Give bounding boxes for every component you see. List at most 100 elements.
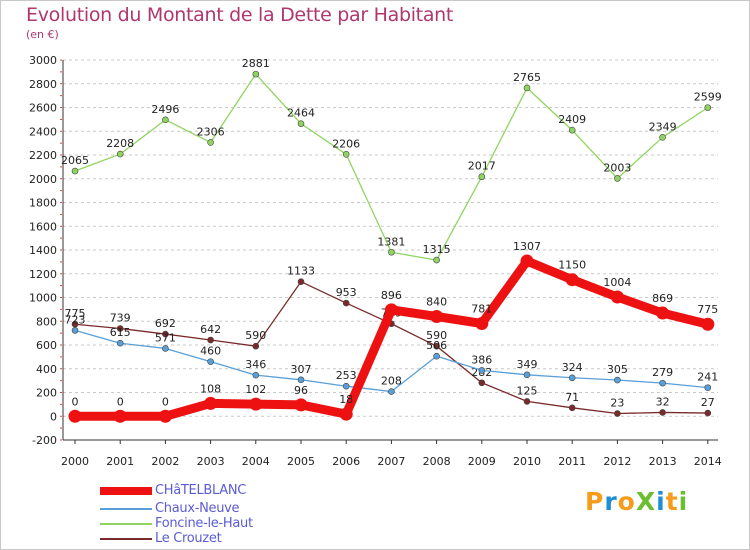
- data-point-chaux-neuve: [71, 327, 79, 334]
- x-tick-label: 2011: [558, 455, 586, 468]
- y-tick-label: 1400: [29, 244, 57, 257]
- data-label-le-crouzet: 642: [200, 323, 221, 336]
- data-label-chaux-neuve: 506: [426, 339, 447, 352]
- y-tick-label: 2200: [29, 149, 57, 162]
- data-point-foncine-le-haut: [116, 150, 124, 158]
- legend-swatch-foncine-le-haut: [100, 523, 152, 525]
- data-label-ch-telblanc: 18: [339, 393, 353, 406]
- data-label-le-crouzet: 775: [65, 307, 86, 320]
- data-label-foncine-le-haut: 2206: [332, 137, 360, 150]
- data-point-le-crouzet: [342, 299, 350, 307]
- data-point-chaux-neuve: [568, 374, 576, 382]
- data-point-le-crouzet: [162, 330, 169, 338]
- data-label-le-crouzet: 739: [110, 311, 131, 324]
- data-point-foncine-le-haut: [614, 175, 621, 182]
- data-label-le-crouzet: 71: [565, 391, 579, 404]
- data-point-le-crouzet: [433, 342, 440, 350]
- data-point-ch-telblanc: [249, 397, 263, 411]
- y-tick-label: 2800: [29, 78, 57, 91]
- y-tick-label: 2000: [29, 173, 57, 186]
- y-tick-label: 1000: [29, 292, 57, 305]
- data-point-le-crouzet: [523, 398, 531, 405]
- data-point-chaux-neuve: [297, 376, 305, 384]
- data-point-chaux-neuve: [388, 388, 395, 395]
- data-label-chaux-neuve: 307: [291, 363, 312, 376]
- data-label-ch-telblanc: 840: [426, 296, 447, 309]
- x-tick-label: 2010: [513, 455, 541, 468]
- data-label-ch-telblanc: 781: [471, 303, 492, 316]
- x-tick-label: 2012: [603, 455, 631, 468]
- data-label-chaux-neuve: 208: [381, 375, 402, 388]
- data-label-ch-telblanc: 869: [652, 292, 673, 305]
- data-label-foncine-le-haut: 2017: [468, 160, 496, 173]
- data-label-ch-telblanc: 0: [72, 395, 79, 408]
- data-label-le-crouzet: 1133: [287, 265, 315, 278]
- data-point-foncine-le-haut: [433, 256, 440, 264]
- data-label-chaux-neuve: 460: [200, 345, 221, 358]
- y-tick-label: 1600: [29, 220, 57, 233]
- x-tick-label: 2001: [106, 455, 134, 468]
- data-point-chaux-neuve: [704, 384, 712, 391]
- data-label-ch-telblanc: 0: [117, 395, 124, 408]
- data-label-chaux-neuve: 386: [471, 353, 492, 366]
- data-point-foncine-le-haut: [252, 70, 260, 78]
- data-point-le-crouzet: [614, 410, 621, 417]
- legend-swatch-chaux-neuve: [100, 508, 152, 510]
- data-point-foncine-le-haut: [207, 139, 214, 146]
- y-tick-label: 1200: [29, 268, 57, 281]
- data-label-chaux-neuve: 279: [652, 366, 673, 379]
- data-label-foncine-le-haut: 2409: [558, 113, 586, 126]
- legend-swatch-chatelblanc: [100, 487, 152, 495]
- data-point-ch-telblanc: [113, 409, 127, 423]
- data-point-ch-telblanc: [656, 306, 670, 320]
- data-point-foncine-le-haut: [704, 104, 712, 111]
- y-tick-label: 2400: [29, 125, 57, 138]
- y-tick-label: 600: [36, 339, 57, 352]
- data-point-foncine-le-haut: [388, 248, 395, 256]
- chart-subtitle: (en €): [26, 28, 59, 41]
- y-tick-label: 1800: [29, 197, 57, 210]
- x-tick-label: 2014: [694, 455, 722, 468]
- data-label-foncine-le-haut: 2496: [151, 103, 179, 116]
- proxiti-logo: ProXiti: [585, 487, 689, 516]
- data-label-foncine-le-haut: 2306: [197, 125, 225, 138]
- data-point-le-crouzet: [568, 404, 576, 412]
- y-tick-label: 2600: [29, 102, 57, 115]
- legend-label-chaux-neuve: Chaux-Neuve: [155, 501, 240, 516]
- data-label-le-crouzet: 590: [245, 329, 266, 342]
- data-point-ch-telblanc: [520, 254, 534, 268]
- data-point-foncine-le-haut: [659, 134, 666, 141]
- data-label-foncine-le-haut: 2464: [287, 107, 315, 120]
- data-label-chaux-neuve: 324: [562, 361, 583, 374]
- data-point-le-crouzet: [704, 409, 712, 417]
- data-point-ch-telblanc: [204, 396, 218, 410]
- data-label-ch-telblanc: 1004: [603, 276, 631, 289]
- data-label-ch-telblanc: 1307: [513, 240, 541, 253]
- data-point-foncine-le-haut: [523, 84, 531, 92]
- y-tick-label: 400: [36, 363, 57, 376]
- data-point-ch-telblanc: [294, 398, 308, 412]
- data-label-le-crouzet: 692: [155, 317, 176, 330]
- data-point-foncine-le-haut: [568, 126, 576, 134]
- data-label-chaux-neuve: 723: [65, 313, 86, 326]
- y-tick-label: 0: [50, 410, 57, 423]
- data-point-chaux-neuve: [207, 358, 214, 365]
- data-point-foncine-le-haut: [342, 150, 350, 158]
- data-label-chaux-neuve: 305: [607, 363, 628, 376]
- y-tick-label: 200: [36, 387, 57, 400]
- data-point-chaux-neuve: [478, 367, 486, 374]
- y-tick-label: 800: [36, 315, 57, 328]
- data-point-le-crouzet: [659, 409, 666, 416]
- data-label-chaux-neuve: 346: [245, 358, 266, 371]
- data-label-ch-telblanc: 108: [200, 382, 221, 395]
- data-label-foncine-le-haut: 2765: [513, 71, 541, 84]
- data-point-ch-telblanc: [384, 303, 398, 317]
- data-point-foncine-le-haut: [297, 120, 305, 127]
- x-tick-label: 2009: [468, 455, 496, 468]
- data-label-ch-telblanc: 775: [697, 303, 718, 316]
- data-point-le-crouzet: [252, 342, 260, 350]
- data-point-chaux-neuve: [433, 352, 440, 360]
- data-point-le-crouzet: [116, 325, 124, 332]
- data-point-chaux-neuve: [116, 339, 124, 347]
